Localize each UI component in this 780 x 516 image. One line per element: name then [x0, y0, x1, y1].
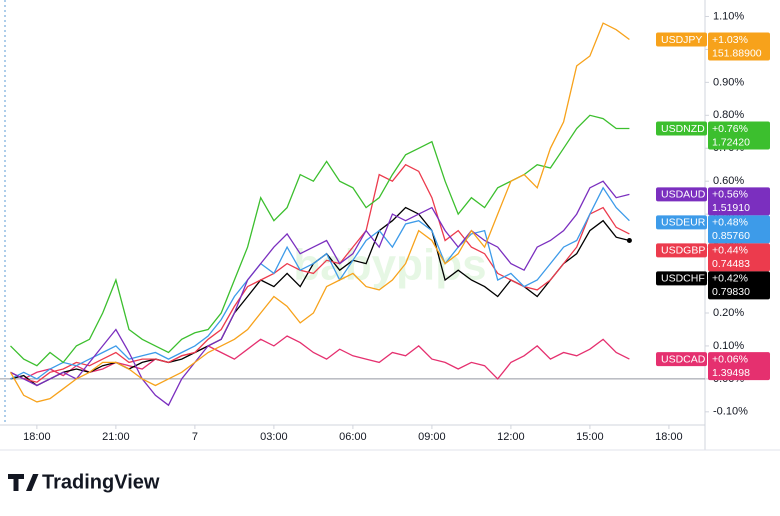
tag-value-box	[708, 271, 770, 300]
last-point	[626, 238, 632, 244]
tag-name-box	[656, 32, 707, 47]
price-tag: USDJPY +1.03%151.88900	[656, 32, 770, 61]
tag-name-box	[656, 121, 707, 136]
tag-name: USDGBP	[661, 245, 705, 257]
tag-price: 0.79830	[712, 286, 750, 298]
tag-price: 1.39498	[712, 367, 750, 379]
series-line	[10, 186, 630, 380]
tag-price: 0.74483	[712, 258, 750, 270]
tag-name: USDEUR	[661, 217, 706, 229]
tag-name: USDJPY	[661, 34, 702, 46]
y-tick-label: -0.10%	[713, 406, 748, 418]
tag-change: +1.03%	[712, 34, 748, 46]
tag-change: +0.42%	[712, 273, 748, 285]
x-tick-label: 21:00	[102, 431, 130, 443]
tag-value-box	[708, 215, 770, 244]
y-tick-label: 1.10%	[713, 10, 744, 22]
price-tag: USDCHF +0.42%0.79830	[656, 271, 770, 300]
price-tag: USDAUD +0.56%1.51910	[656, 187, 770, 216]
x-tick-label: 7	[192, 431, 198, 443]
y-tick-label: 0.10%	[713, 340, 744, 352]
logo-mark	[8, 474, 39, 491]
x-tick-label: 06:00	[339, 431, 367, 443]
x-tick-label: 09:00	[418, 431, 446, 443]
tag-name-box	[656, 215, 707, 230]
series-line	[9, 22, 630, 403]
series-line	[10, 163, 630, 383]
price-tag: USDGBP +0.44%0.74483	[656, 243, 770, 272]
tag-change: +0.44%	[712, 245, 748, 257]
tag-name: USDCHF	[661, 273, 705, 285]
x-tick-label: 12:00	[497, 431, 525, 443]
tag-price: 0.85760	[712, 230, 750, 242]
series-line	[10, 180, 630, 407]
y-tick-label: 0.90%	[713, 76, 744, 88]
price-tag: USDNZD +0.76%1.72420	[656, 121, 770, 150]
tag-name-box	[656, 352, 707, 367]
series-line	[10, 114, 630, 367]
tag-change: +0.06%	[712, 353, 748, 365]
tag-name: USDNZD	[661, 123, 705, 135]
price-tag: USDCAD +0.06% 1.39498	[656, 352, 770, 381]
tag-change: +0.56%	[712, 189, 748, 201]
tag-name: USDAUD	[661, 189, 706, 201]
tag-name-box	[656, 187, 707, 202]
brand-name: TradingView	[42, 471, 160, 493]
tag-value-box	[708, 243, 770, 272]
tag-price: 1.51910	[712, 202, 750, 214]
tag-price: 1.72420	[712, 136, 750, 148]
tag-name-box	[656, 271, 707, 286]
y-tick-label: 0.20%	[713, 307, 744, 319]
tag-price: 151.88900	[712, 47, 762, 59]
y-tick-label: 0.80%	[713, 109, 744, 121]
tag-value-box	[708, 187, 770, 216]
x-tick-label: 18:00	[23, 431, 51, 443]
tag-value-box	[708, 121, 770, 150]
x-tick-label: 18:00	[655, 431, 683, 443]
tag-change: +0.48%	[712, 217, 748, 229]
tag-value-box	[708, 32, 770, 61]
brand-logo: TradingView	[8, 471, 160, 493]
tag-name-box	[656, 243, 707, 258]
price-tag: USDEUR +0.48%0.85760	[656, 215, 770, 244]
x-tick-label: 03:00	[260, 431, 288, 443]
x-tick-label: 15:00	[576, 431, 604, 443]
y-tick-label: 0.60%	[713, 175, 744, 187]
tag-name: USDCAD	[661, 353, 706, 365]
tag-value-box	[708, 352, 770, 381]
tag-change: +0.76%	[712, 123, 748, 135]
